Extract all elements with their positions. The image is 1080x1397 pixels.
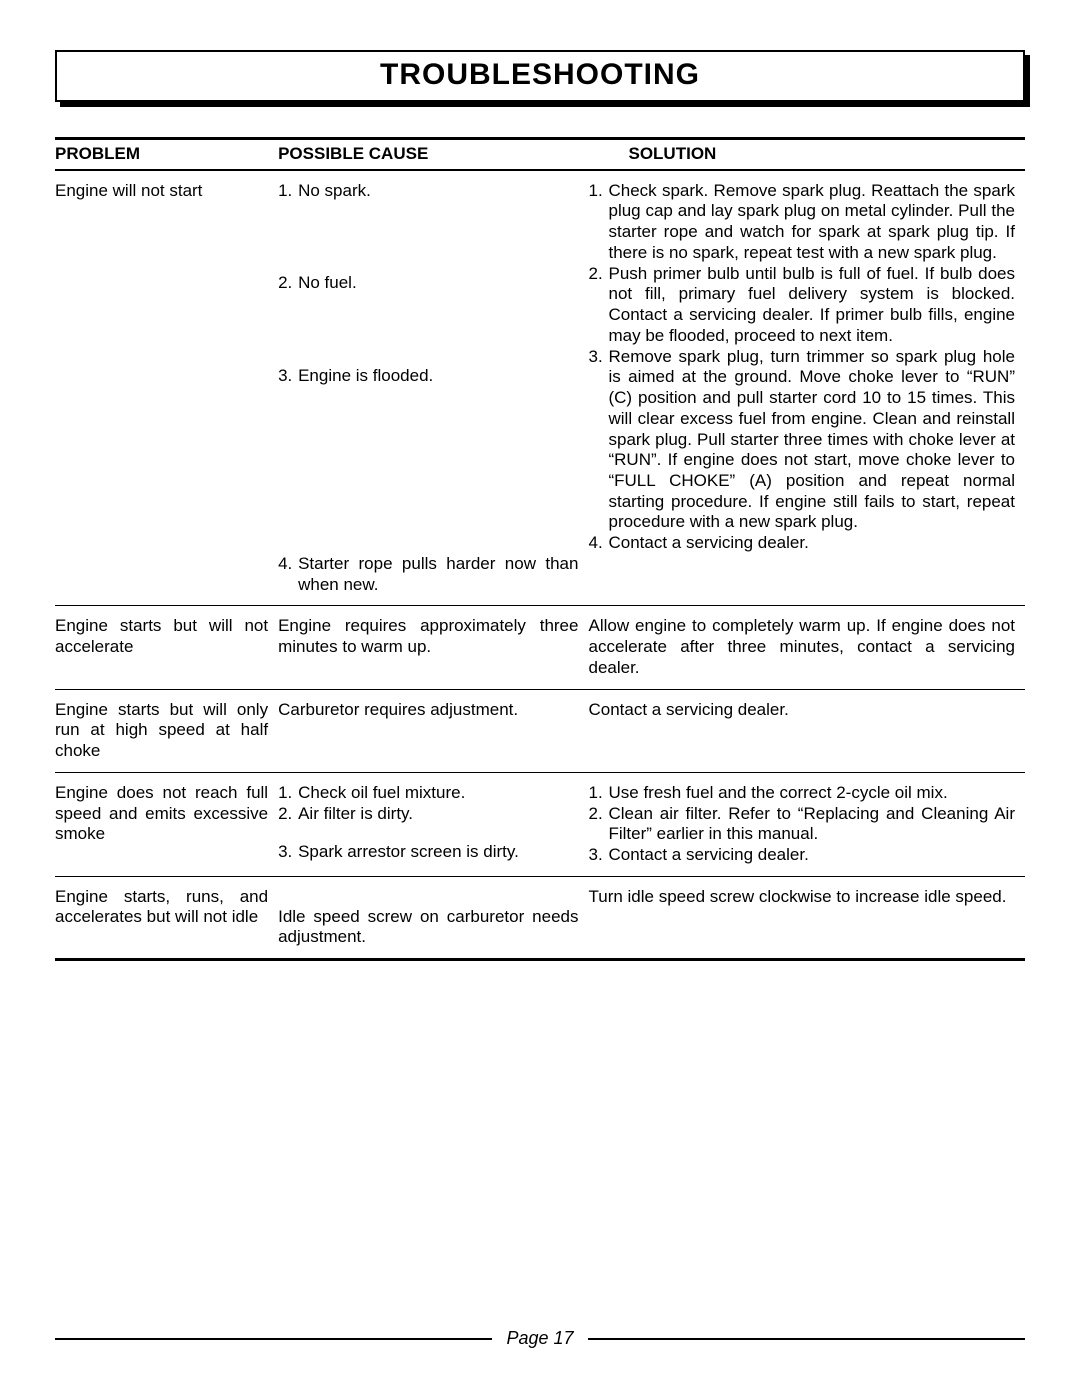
solution-cell: Contact a servicing dealer. — [588, 689, 1025, 772]
table-row: Engine does not reach full speed and emi… — [55, 772, 1025, 876]
solution-cell: 1.Use fresh fuel and the correct 2-cycle… — [588, 772, 1025, 876]
cause-cell: Idle speed screw on carburetor needs adj… — [278, 876, 588, 959]
page: TROUBLESHOOTING PROBLEM POSSIBLE CAUSE S… — [0, 0, 1080, 1397]
cause-cell: 1.Check oil fuel mixture. 2.Air filter i… — [278, 772, 588, 876]
header-solution: SOLUTION — [588, 139, 1025, 170]
problem-cell: Engine starts, runs, and accelerates but… — [55, 876, 278, 959]
table-row: Engine will not start 1.No spark. 2.No f… — [55, 170, 1025, 606]
header-problem: PROBLEM — [55, 139, 278, 170]
list-item: 1.Check spark. Remove spark plug. Reatta… — [588, 181, 1015, 264]
table-row: Engine starts but will only run at high … — [55, 689, 1025, 772]
solution-cell: 1.Check spark. Remove spark plug. Reatta… — [588, 170, 1025, 606]
list-item: 3.Spark arrestor screen is dirty. — [278, 842, 578, 863]
list-item: 1.Use fresh fuel and the correct 2-cycle… — [588, 783, 1015, 804]
cause-cell: Engine requires approximately three minu… — [278, 606, 588, 689]
problem-cell: Engine starts but will only run at high … — [55, 689, 278, 772]
list-item: 3.Engine is flooded. — [278, 366, 578, 387]
footer-rule-right — [588, 1338, 1025, 1340]
page-number: Page 17 — [506, 1328, 573, 1349]
list-item: 3.Remove spark plug, turn trimmer so spa… — [588, 347, 1015, 534]
list-item: 2.Air filter is dirty. — [278, 804, 578, 825]
cause-cell: Carburetor requires adjustment. — [278, 689, 588, 772]
page-footer: Page 17 — [55, 1328, 1025, 1349]
list-item: 2.Push primer bulb until bulb is full of… — [588, 264, 1015, 347]
problem-cell: Engine starts but will not accelerate — [55, 606, 278, 689]
header-cause: POSSIBLE CAUSE — [278, 139, 588, 170]
table-header-row: PROBLEM POSSIBLE CAUSE SOLUTION — [55, 139, 1025, 170]
table-row: Engine starts but will not accelerate En… — [55, 606, 1025, 689]
table-row: Engine starts, runs, and accelerates but… — [55, 876, 1025, 959]
list-item: 2.Clean air filter. Refer to “Replacing … — [588, 804, 1015, 845]
title-frame: TROUBLESHOOTING — [55, 50, 1025, 102]
problem-cell: Engine does not reach full speed and emi… — [55, 772, 278, 876]
list-item: 1.Check oil fuel mixture. — [278, 783, 578, 804]
list-item: 2.No fuel. — [278, 273, 578, 294]
list-item: 3.Contact a servicing dealer. — [588, 845, 1015, 866]
cause-cell: 1.No spark. 2.No fuel. 3.Engine is flood… — [278, 170, 588, 606]
list-item: 4.Contact a servicing dealer. — [588, 533, 1015, 554]
list-item: 4.Starter rope pulls harder now than whe… — [278, 554, 578, 595]
title-box: TROUBLESHOOTING — [55, 50, 1025, 102]
solution-cell: Turn idle speed screw clockwise to incre… — [588, 876, 1025, 959]
list-item: 1.No spark. — [278, 181, 578, 202]
troubleshooting-table: PROBLEM POSSIBLE CAUSE SOLUTION Engine w… — [55, 137, 1025, 961]
problem-cell: Engine will not start — [55, 170, 278, 606]
page-title: TROUBLESHOOTING — [380, 58, 700, 91]
footer-rule-left — [55, 1338, 492, 1340]
solution-cell: Allow engine to completely warm up. If e… — [588, 606, 1025, 689]
